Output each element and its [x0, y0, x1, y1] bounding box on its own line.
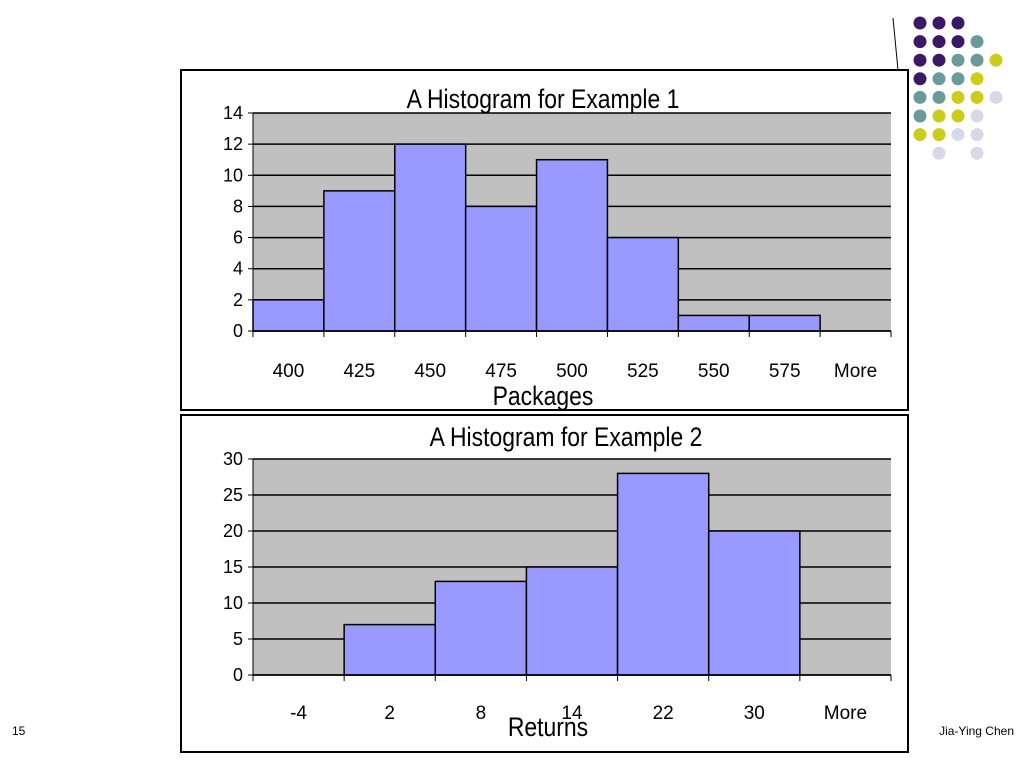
- histogram-1-svg: A Histogram for Example 1 0 2 4 6 8 10 12 14 400 4…: [223, 84, 892, 409]
- y-tick-label: 15: [223, 557, 243, 577]
- x-tick-label: 14: [561, 703, 583, 724]
- x-axis-title: Returns: [508, 712, 588, 742]
- y-tick-label: 10: [223, 593, 243, 613]
- histogram-bar: [434, 580, 528, 676]
- x-tick-label: 475: [485, 361, 517, 382]
- histogram-bar: [323, 190, 396, 332]
- y-tick-label: 0: [233, 321, 243, 341]
- histogram-bar: [677, 314, 750, 332]
- x-tick-label: 30: [744, 703, 765, 724]
- decorative-dot: [932, 90, 946, 104]
- decorative-dot: [913, 35, 927, 49]
- decorative-dot: [970, 90, 984, 104]
- y-tick-label: 0: [233, 665, 243, 685]
- histogram-bar: [616, 472, 710, 676]
- decorative-dot: [970, 72, 984, 86]
- decorative-dot: [970, 53, 984, 67]
- decorative-dot: [989, 90, 1003, 104]
- decorative-dot: [951, 72, 965, 86]
- chart-title: A Histogram for Example 2: [430, 422, 703, 452]
- histogram-bar: [606, 236, 680, 332]
- histogram-bar: [343, 623, 437, 676]
- y-tick-label: 5: [233, 629, 243, 649]
- x-tick-label: 550: [698, 361, 730, 382]
- decorative-dot: [932, 72, 946, 86]
- histogram-bar: [394, 143, 467, 332]
- histogram-example-2: A Histogram for Example 2 0 5 10 15 20 25 30 -4 2…: [180, 414, 909, 753]
- histogram-bar: [707, 530, 801, 676]
- decorative-dot: [913, 90, 927, 104]
- decorative-dot: [970, 128, 984, 142]
- y-tick-label: 4: [233, 259, 243, 279]
- x-axis-title: Packages: [493, 381, 594, 409]
- histogram-bar: [252, 299, 325, 332]
- decorative-dot: [989, 53, 1003, 67]
- histogram-example-1: A Histogram for Example 1 0 2 4 6 8 10 12 14 400 4…: [180, 69, 909, 411]
- x-tick-label: 22: [653, 703, 674, 724]
- decorative-dot: [951, 35, 965, 49]
- decorative-dot: [951, 90, 965, 104]
- histogram-bar: [525, 566, 619, 676]
- x-tick-label: -4: [290, 703, 307, 724]
- y-tick-label: 14: [223, 103, 243, 123]
- y-tick-label: 10: [223, 165, 243, 185]
- y-tick-label: 2: [233, 290, 243, 310]
- y-tick-label: 6: [233, 228, 243, 248]
- x-tick-label: 500: [556, 361, 588, 382]
- y-tick-label: 8: [233, 196, 243, 216]
- decorative-dot: [970, 146, 984, 160]
- decorative-dot: [970, 109, 984, 123]
- x-tick-label: 575: [769, 361, 801, 382]
- decorative-dot: [913, 16, 927, 30]
- decorative-dot: [913, 128, 927, 142]
- decorative-dot: [932, 109, 946, 123]
- y-tick-label: 30: [223, 449, 243, 469]
- decorative-dot: [970, 35, 984, 49]
- page-number: 15: [12, 724, 26, 738]
- decorative-dot: [951, 16, 965, 30]
- decorative-dot: [951, 109, 965, 123]
- chart-title: A Histogram for Example 1: [407, 84, 680, 114]
- x-tick-label: 450: [414, 361, 446, 382]
- decorative-dot: [932, 53, 946, 67]
- decorative-dot: [932, 146, 946, 160]
- histogram-bar: [464, 205, 538, 332]
- decorative-dot: [913, 72, 927, 86]
- decorative-dot: [951, 128, 965, 142]
- decorative-dot: [932, 35, 946, 49]
- x-tick-label: 425: [343, 361, 375, 382]
- x-tick-label: 525: [627, 361, 659, 382]
- histogram-bar: [748, 314, 821, 332]
- decorative-dot: [932, 16, 946, 30]
- y-tick-label: 20: [223, 521, 243, 541]
- decorative-dot: [913, 53, 927, 67]
- decorative-dot: [951, 53, 965, 67]
- y-tick-label: 25: [223, 485, 243, 505]
- decorative-dot: [913, 109, 927, 123]
- x-tick-label: 400: [273, 361, 305, 382]
- x-tick-label: 2: [384, 703, 395, 724]
- y-tick-label: 12: [223, 134, 243, 154]
- histogram-bar: [535, 158, 609, 332]
- decorative-dot: [932, 128, 946, 142]
- histogram-2-svg: A Histogram for Example 2 0 5 10 15 20 25 30 -4 2…: [223, 422, 892, 742]
- x-tick-label: More: [834, 361, 877, 382]
- x-tick-label: 8: [476, 703, 487, 724]
- x-tick-label: More: [824, 703, 867, 724]
- author-name: Jia-Ying Chen: [939, 724, 1014, 738]
